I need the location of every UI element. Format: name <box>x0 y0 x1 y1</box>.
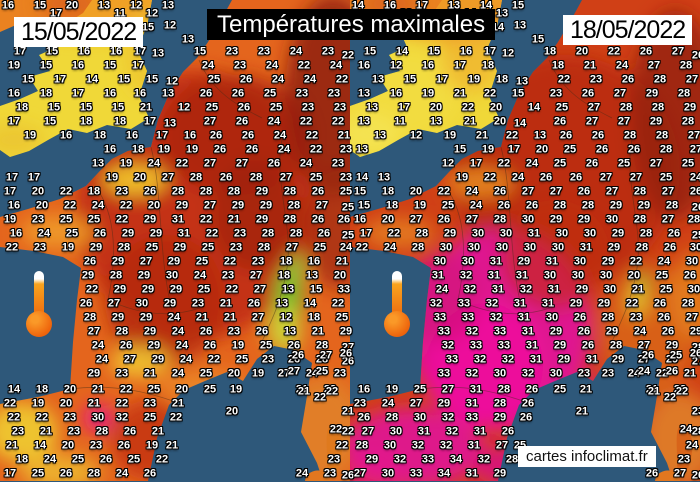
thermometer-stem <box>392 271 402 321</box>
thermometer-icon <box>25 271 53 337</box>
date-label-left: 15/05/2022 <box>14 17 144 47</box>
thermometer-icon <box>383 271 411 337</box>
thermometer-bulb <box>384 311 410 337</box>
map-panel-left <box>0 0 350 481</box>
map-title: Températures maximales <box>207 9 496 40</box>
thermometer-stem <box>34 271 44 321</box>
credit-label: cartes infoclimat.fr <box>518 446 656 467</box>
date-label-right: 18/05/2022 <box>563 15 693 45</box>
thermometer-bulb <box>26 311 52 337</box>
map-panel-right <box>350 0 700 481</box>
